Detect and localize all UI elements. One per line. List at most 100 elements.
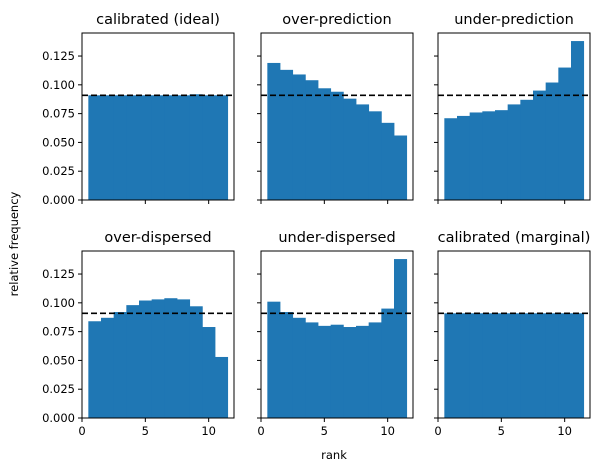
bar bbox=[164, 95, 178, 200]
axes-frame bbox=[81, 32, 235, 201]
subplot-title: over-prediction bbox=[282, 12, 391, 28]
subplot-grid: calibrated (ideal) 0.000 0.025 0.050 0.075 0.… bbox=[42, 12, 591, 438]
subplot-6: calibrated (marginal) 0 5 10 bbox=[434, 230, 591, 438]
bar bbox=[215, 356, 229, 418]
bar bbox=[280, 312, 294, 418]
x-tick-label: 10 bbox=[557, 424, 572, 438]
y-tick-label: 0.100 bbox=[42, 78, 75, 92]
bar bbox=[533, 313, 547, 418]
bar bbox=[202, 327, 216, 418]
bar bbox=[545, 82, 559, 200]
y-tick-label: 0.025 bbox=[42, 382, 75, 396]
y-tick-label: 0.125 bbox=[42, 49, 75, 63]
bar bbox=[101, 95, 115, 200]
bar bbox=[571, 313, 585, 418]
bar bbox=[520, 313, 534, 418]
x-tick-label: 5 bbox=[321, 424, 328, 438]
bar bbox=[495, 110, 509, 200]
bar bbox=[381, 122, 395, 200]
bar bbox=[113, 95, 127, 200]
subplot-title: calibrated (marginal) bbox=[438, 230, 591, 246]
bar bbox=[394, 259, 408, 418]
y-tick-label: 0.025 bbox=[42, 164, 75, 178]
bar bbox=[126, 95, 140, 200]
bar bbox=[267, 62, 281, 201]
axes-frame bbox=[437, 32, 591, 201]
bar bbox=[457, 115, 471, 200]
x-tick-label: 0 bbox=[434, 424, 441, 438]
bar bbox=[202, 95, 216, 200]
bar bbox=[457, 313, 471, 418]
y-tick-label: 0.075 bbox=[42, 325, 75, 339]
bar bbox=[520, 99, 534, 200]
figure-xlabel: rank bbox=[321, 448, 347, 462]
bar bbox=[330, 91, 344, 200]
bar bbox=[507, 104, 521, 200]
bar bbox=[113, 312, 127, 418]
bar bbox=[343, 327, 357, 418]
x-tick-label: 10 bbox=[380, 424, 395, 438]
bar bbox=[177, 95, 191, 200]
x-tick-label: 0 bbox=[257, 424, 264, 438]
y-tick-label: 0.125 bbox=[42, 267, 75, 281]
subplot-2: over-prediction bbox=[257, 12, 414, 204]
bar bbox=[292, 317, 306, 418]
bar bbox=[368, 111, 382, 200]
figure-ylabel: relative frequency bbox=[7, 191, 21, 296]
subplot-title: under-prediction bbox=[454, 12, 574, 28]
bar bbox=[558, 313, 572, 418]
bar bbox=[215, 95, 229, 200]
bar bbox=[482, 313, 496, 418]
bar bbox=[394, 135, 408, 200]
bar bbox=[139, 95, 153, 200]
bar bbox=[381, 308, 395, 418]
bar bbox=[101, 317, 115, 418]
bar bbox=[318, 88, 332, 200]
axes-frame bbox=[260, 32, 414, 201]
bar bbox=[356, 104, 370, 200]
bar bbox=[444, 118, 458, 200]
bar bbox=[330, 324, 344, 418]
subplot-5: under-dispersed 0 5 10 bbox=[257, 230, 414, 438]
x-tick-label: 5 bbox=[142, 424, 149, 438]
bar bbox=[343, 98, 357, 200]
bar bbox=[495, 313, 509, 418]
bar bbox=[177, 299, 191, 418]
bar bbox=[151, 299, 165, 418]
bar bbox=[189, 306, 203, 418]
bar bbox=[507, 313, 521, 418]
x-tick-label: 0 bbox=[78, 424, 85, 438]
bar bbox=[318, 325, 332, 418]
bar bbox=[292, 74, 306, 200]
bar bbox=[356, 325, 370, 418]
y-tick-label: 0.000 bbox=[42, 193, 75, 207]
bar bbox=[305, 322, 319, 418]
axes-frame bbox=[81, 250, 235, 419]
bar bbox=[545, 313, 559, 418]
bar bbox=[280, 69, 294, 201]
x-tick-label: 10 bbox=[201, 424, 216, 438]
bar bbox=[469, 112, 483, 200]
bar bbox=[189, 94, 203, 200]
y-tick-label: 0.050 bbox=[42, 135, 75, 149]
bar bbox=[126, 305, 140, 418]
axes-frame bbox=[437, 250, 591, 419]
bar bbox=[533, 90, 547, 200]
bar bbox=[267, 301, 281, 418]
subplot-4: over-dispersed 0 5 10 0.000 0.025 0.050 0.075 0.… bbox=[42, 230, 235, 438]
bar bbox=[469, 313, 483, 418]
bar bbox=[151, 95, 165, 200]
y-tick-label: 0.050 bbox=[42, 353, 75, 367]
axes-frame bbox=[260, 250, 414, 419]
bar bbox=[164, 298, 178, 418]
bar bbox=[482, 111, 496, 200]
subplot-3: under-prediction bbox=[434, 12, 591, 204]
bar bbox=[368, 322, 382, 418]
bar bbox=[139, 300, 153, 418]
y-tick-label: 0.075 bbox=[42, 107, 75, 121]
y-tick-label: 0.100 bbox=[42, 296, 75, 310]
bar bbox=[88, 95, 102, 200]
bar bbox=[571, 41, 585, 200]
x-tick-label: 5 bbox=[498, 424, 505, 438]
